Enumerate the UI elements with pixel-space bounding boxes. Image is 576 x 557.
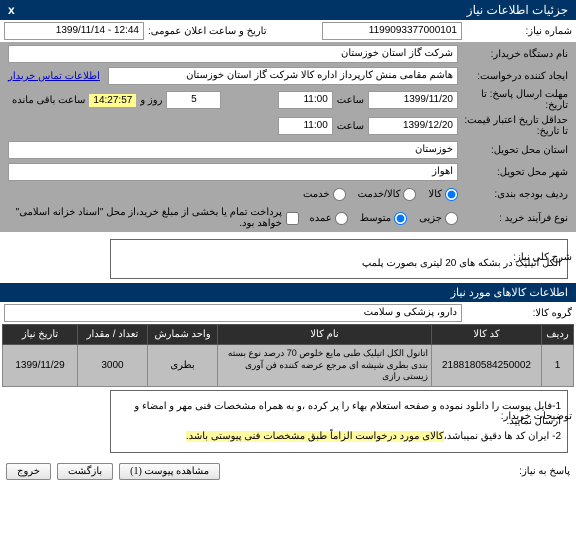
row-process-type: نوع فرآیند خرید : جزیی متوسط عمده پرداخت…	[4, 205, 572, 231]
field-need-number: 1199093377000101	[322, 22, 462, 40]
cell-index: 1	[542, 345, 574, 387]
cell-date: 1399/11/29	[3, 345, 78, 387]
radio-service-input[interactable]	[333, 188, 346, 201]
row-reply-deadline: مهلت ارسال پاسخ: تا تاریخ: 1399/11/20 سا…	[4, 87, 572, 113]
table-row: 1 2188180584250002 اتانول الکل اتیلیک طب…	[3, 345, 574, 387]
radio-service[interactable]: خدمت	[303, 188, 346, 201]
radio-mid-input[interactable]	[394, 212, 407, 225]
label-remain: ساعت باقی مانده	[12, 95, 85, 106]
note-highlight: کالای مورد درخواست الزاماً طبق مشخصات فن…	[186, 431, 444, 442]
items-table-wrap: ردیف کد کالا نام کالا واحد شمارش تعداد /…	[0, 324, 576, 387]
radio-high[interactable]: عمده	[310, 212, 348, 225]
close-icon[interactable]: x	[8, 3, 15, 17]
label-delivery-province: استان محل تحویل:	[458, 145, 568, 156]
th-index: ردیف	[542, 325, 574, 345]
label-goods-group: گروه کالا:	[462, 308, 572, 319]
window-title: جزئیات اطلاعات نیاز	[467, 3, 568, 17]
cell-qty: 3000	[78, 345, 148, 387]
row-buyer-device: نام دستگاه خریدار: شرکت گاز استان خوزستا…	[4, 43, 572, 65]
th-unit: واحد شمارش	[148, 325, 218, 345]
radio-goodsservice-input[interactable]	[403, 188, 416, 201]
label-budget: ردیف بودجه بندی:	[458, 189, 568, 200]
radio-goods-input[interactable]	[445, 188, 458, 201]
label-validity-time: ساعت	[337, 121, 364, 132]
label-reply-deadline: مهلت ارسال پاسخ: تا تاریخ:	[458, 89, 568, 111]
field-validity-time: 11:00	[278, 117, 333, 135]
field-buyer-device: شرکت گاز استان خوزستان	[8, 45, 458, 63]
table-header-row: ردیف کد کالا نام کالا واحد شمارش تعداد /…	[3, 325, 574, 345]
radio-goodsservice[interactable]: کالا/خدمت	[358, 188, 417, 201]
row-requester: ایجاد کننده درخواست: هاشم مقامی منش کارپ…	[4, 65, 572, 87]
radio-mid[interactable]: متوسط	[360, 212, 407, 225]
items-table: ردیف کد کالا نام کالا واحد شمارش تعداد /…	[2, 324, 574, 387]
row-need-number: شماره نیاز: 1199093377000101 تاریخ و ساع…	[0, 20, 576, 42]
label-buyer-device: نام دستگاه خریدار:	[458, 49, 568, 60]
exit-button[interactable]: خروج	[6, 463, 51, 480]
view-attachment-button[interactable]: مشاهده پیوست (1)	[119, 463, 220, 480]
countdown-timer: 14:27:57	[89, 94, 136, 107]
label-process-type: نوع فرآیند خرید :	[458, 213, 568, 224]
radio-low-input[interactable]	[445, 212, 458, 225]
field-deadline-days: 5	[166, 91, 221, 109]
cell-code: 2188180584250002	[432, 345, 542, 387]
row-goods-group: گروه کالا: دارو، پزشکی و سلامت	[0, 302, 576, 324]
label-delivery-city: شهر محل تحویل:	[458, 167, 568, 178]
field-deadline-time: 11:00	[278, 91, 333, 109]
row-budget: ردیف بودجه بندی: کالا کالا/خدمت خدمت	[4, 183, 572, 205]
field-delivery-province: خوزستان	[8, 141, 458, 159]
label-need-number: شماره نیاز:	[462, 26, 572, 37]
field-public-datetime: 12:44 - 1399/11/14	[4, 22, 144, 40]
note-line-2: 2- ایران کد ها دقیق نمیباشد،کالای مورد د…	[117, 429, 561, 444]
field-validity-date: 1399/12/20	[368, 117, 458, 135]
budget-radio-group: کالا کالا/خدمت خدمت	[303, 188, 458, 201]
partial-pay-row: پرداخت تمام یا بخشی از مبلغ خرید،از محل …	[8, 207, 299, 229]
radio-low[interactable]: جزیی	[419, 212, 458, 225]
footer: پاسخ به نیاز: مشاهده پیوست (1) بازگشت خر…	[0, 459, 576, 484]
window-titlebar: جزئیات اطلاعات نیاز x	[0, 0, 576, 20]
cell-unit: بطری	[148, 345, 218, 387]
radio-goods[interactable]: کالا	[428, 188, 458, 201]
row-delivery-city: شهر محل تحویل: اهواز	[4, 161, 572, 183]
th-code: کد کالا	[432, 325, 542, 345]
row-delivery-province: استان محل تحویل: خوزستان	[4, 139, 572, 161]
label-deadline-time: ساعت	[337, 95, 364, 106]
label-reply: پاسخ به نیاز:	[519, 466, 570, 477]
field-requester: هاشم مقامی منش کارپرداز اداره کالا شرکت …	[108, 67, 458, 85]
field-deadline-date: 1399/11/20	[368, 91, 458, 109]
field-delivery-city: اهواز	[8, 163, 458, 181]
label-price-validity: حداقل تاریخ اعتبار قیمت: تا تاریخ:	[458, 115, 568, 137]
th-name: نام کالا	[218, 325, 432, 345]
process-radio-group: جزیی متوسط عمده	[310, 212, 459, 225]
label-requester: ایجاد کننده درخواست:	[458, 71, 568, 82]
label-public-datetime: تاریخ و ساعت اعلان عمومی:	[148, 26, 267, 37]
th-qty: تعداد / مقدار	[78, 325, 148, 345]
row-price-validity: حداقل تاریخ اعتبار قیمت: تا تاریخ: 1399/…	[4, 113, 572, 139]
back-button[interactable]: بازگشت	[57, 463, 113, 480]
buyer-contact-link[interactable]: اطلاعات تماس خریدار	[8, 71, 100, 82]
th-date: تاریخ نیاز	[3, 325, 78, 345]
field-goods-group: دارو، پزشکی و سلامت	[4, 304, 462, 322]
partial-pay-text: پرداخت تمام یا بخشی از مبلغ خرید،از محل …	[8, 207, 282, 229]
partial-pay-checkbox[interactable]	[286, 212, 299, 225]
section-items-header: اطلاعات کالاهای مورد نیاز	[0, 283, 576, 302]
label-days: روز و	[140, 95, 162, 106]
radio-high-input[interactable]	[335, 212, 348, 225]
cell-name: اتانول الکل اتیلیک طبی مایع خلوص 70 درصد…	[218, 345, 432, 387]
